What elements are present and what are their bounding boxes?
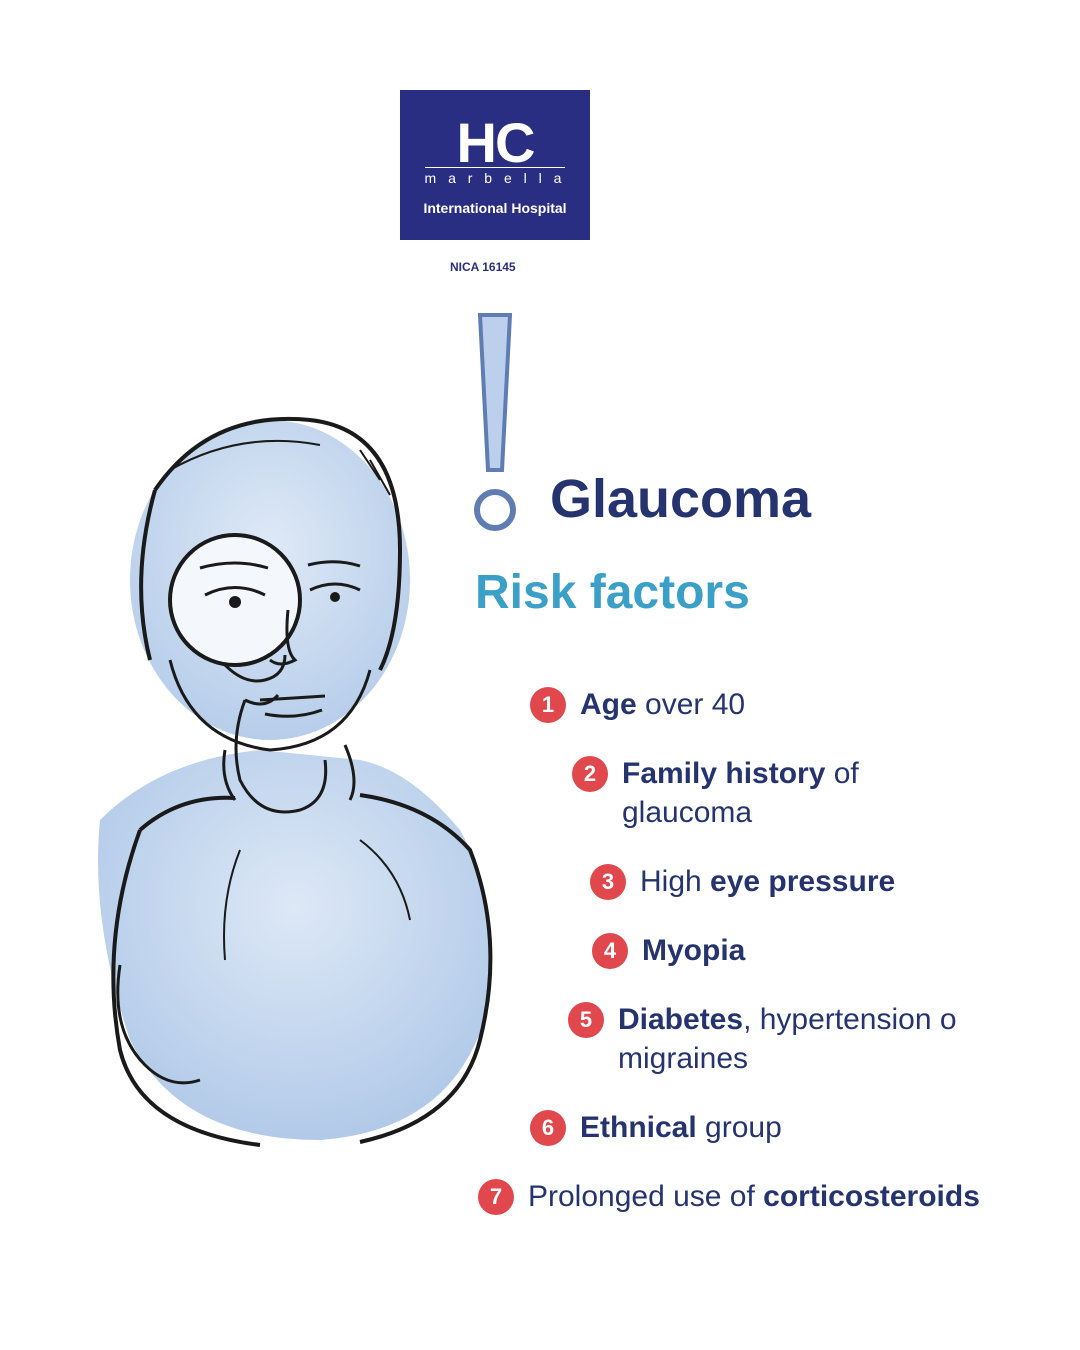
factor-text: Age over 40	[580, 685, 745, 724]
factor-item: 6 Ethnical group	[0, 1108, 1080, 1147]
logo-initials: HC	[457, 115, 534, 171]
factor-item: 1 Age over 40	[0, 685, 1080, 724]
factor-badge: 4	[592, 933, 628, 969]
logo-subtitle: International Hospital	[423, 200, 566, 216]
nica-code: NICA 16145	[450, 260, 516, 274]
factor-item: 3 High eye pressure	[0, 862, 1080, 901]
main-title: Glaucoma	[550, 468, 811, 530]
factor-item: 4 Myopia	[0, 931, 1080, 970]
factor-item: 7 Prolonged use of corticosteroids	[0, 1177, 1080, 1216]
factor-item: 5 Diabetes, hypertension omigraines	[0, 1000, 1080, 1078]
logo-box: HC m a r b e l l a International Hospita…	[400, 90, 590, 240]
factor-badge: 2	[572, 756, 608, 792]
factor-text: Diabetes, hypertension omigraines	[618, 1000, 957, 1078]
factor-badge: 6	[530, 1110, 566, 1146]
factor-badge: 3	[590, 864, 626, 900]
factor-text: Ethnical group	[580, 1108, 782, 1147]
factor-text: Myopia	[642, 931, 745, 970]
factor-badge: 7	[478, 1179, 514, 1215]
factor-badge: 5	[568, 1002, 604, 1038]
factors-list: 1 Age over 40 2 Family history ofglaucoma 3H…	[0, 685, 1080, 1246]
factor-item: 2 Family history ofglaucoma	[0, 754, 1080, 832]
factor-text: Family history ofglaucoma	[622, 754, 859, 832]
logo-marbella: m a r b e l l a	[425, 167, 566, 186]
factor-badge: 1	[530, 687, 566, 723]
factor-text: Prolonged use of corticosteroids	[528, 1177, 980, 1216]
factor-text: High eye pressure	[640, 862, 895, 901]
